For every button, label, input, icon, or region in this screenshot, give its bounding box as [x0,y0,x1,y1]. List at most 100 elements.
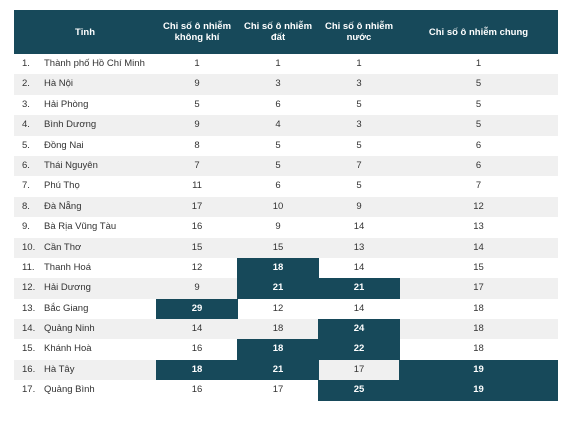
cell-water-index: 21 [318,278,400,299]
row-number: 4. [22,119,30,131]
row-number: 2. [22,78,30,90]
cell-air-index: 17 [191,200,203,212]
cell-water-index: 9 [356,200,362,212]
row-number: 13. [22,302,36,314]
row-number: 11. [22,261,35,273]
cell-water-index: 17 [353,363,365,375]
row-number: 10. [22,241,36,253]
table-header: Tỉnh Chỉ số ô nhiễm không khí Chỉ số ô n… [14,10,558,54]
cell-air-index: 16 [191,384,203,396]
cell-land-index: 10 [272,200,284,212]
cell-overall-index: 15 [473,261,484,273]
table-row: 7. Phú Thọ 11 6 5 7 [14,176,558,196]
header-land-index: Chỉ số ô nhiễm đất [243,21,313,43]
table-row: 12. Hải Dương 9 21 21 17 [14,278,558,299]
province-name: Quảng Ninh [44,323,95,335]
cell-land-index: 6 [275,180,281,192]
cell-land-index: 12 [272,302,284,314]
cell-overall-index: 19 [399,380,558,401]
header-province: Tỉnh [74,26,96,38]
cell-air-index: 15 [191,241,203,253]
cell-air-index: 9 [194,119,200,131]
cell-overall-index: 17 [473,282,484,294]
cell-land-index: 17 [272,384,284,396]
pollution-index-table: Tỉnh Chỉ số ô nhiễm không khí Chỉ số ô n… [14,10,558,401]
cell-overall-index: 5 [475,78,482,90]
row-number: 9. [22,221,30,233]
cell-land-index: 18 [272,323,284,335]
row-number: 5. [22,139,30,151]
row-number: 12. [22,282,36,294]
table-body: 1. Thành phố Hồ Chí Minh 1 1 1 1 2. Hà Nội 9 3 3 5 3… [14,54,558,401]
table-row: 10. Cần Thơ 15 15 13 14 [14,237,558,258]
province-name: Hà Nội [44,78,74,90]
province-name: Hải Dương [44,282,91,294]
province-name: Thành phố Hồ Chí Minh [44,58,145,69]
cell-land-index: 6 [275,98,281,110]
row-number: 17. [22,384,36,396]
table-row: 3. Hải Phòng 5 6 5 5 [14,95,558,115]
cell-air-index: 9 [194,282,200,294]
table-row: 9. Bà Rịa Vũng Tàu 16 9 14 13 [14,217,558,237]
province-name: Quảng Bình [44,384,95,396]
cell-air-index: 16 [191,221,203,233]
table-row: 5. Đồng Nai 8 5 5 6 [14,136,558,156]
province-name: Phú Thọ [44,180,80,192]
cell-land-index: 18 [237,339,319,360]
province-name: Hải Phòng [44,98,89,110]
cell-air-index: 16 [191,343,203,355]
cell-water-index: 13 [353,241,365,253]
row-number: 15. [22,343,36,355]
cell-water-index: 5 [356,180,362,192]
table-row: 16. Hà Tây 18 21 17 19 [14,359,558,381]
table-row: 1. Thành phố Hồ Chí Minh 1 1 1 1 [14,54,558,74]
cell-water-index: 22 [318,339,400,360]
header-air-index: Chỉ số ô nhiễm không khí [162,21,232,43]
cell-air-index: 29 [156,298,238,320]
cell-land-index: 5 [275,139,281,151]
row-number: 7. [22,180,30,192]
province-name: Bắc Giang [44,302,89,314]
cell-water-index: 25 [318,380,400,401]
cell-overall-index: 6 [475,159,482,171]
table-row: 13. Bắc Giang 29 12 14 18 [14,298,558,320]
row-number: 14. [22,323,36,335]
header-overall-index: Chỉ số ô nhiễm chung [428,26,529,38]
table-row: 15. Khánh Hoà 16 18 22 18 [14,339,558,360]
cell-water-index: 3 [356,119,362,131]
cell-water-index: 14 [353,261,365,273]
cell-air-index: 11 [192,180,202,192]
cell-water-index: 24 [318,319,400,340]
province-name: Đồng Nai [44,139,84,151]
cell-overall-index: 7 [475,180,482,192]
cell-air-index: 18 [156,359,238,381]
table-row: 2. Hà Nội 9 3 3 5 [14,74,558,95]
header-water-index: Chỉ số ô nhiễm nước [324,21,394,43]
cell-air-index: 12 [191,261,203,273]
province-name: Bà Rịa Vũng Tàu [44,221,117,233]
table-row: 17. Quảng Bình 16 17 25 19 [14,380,558,401]
cell-air-index: 14 [191,323,203,335]
cell-land-index: 5 [275,159,281,171]
cell-air-index: 9 [194,78,200,90]
cell-water-index: 14 [353,221,365,233]
cell-land-index: 4 [275,119,281,131]
province-name: Thái Nguyên [44,159,98,171]
cell-water-index: 1 [356,58,362,69]
table-row: 14. Quảng Ninh 14 18 24 18 [14,319,558,340]
cell-air-index: 5 [194,98,200,110]
cell-land-index: 18 [237,257,319,279]
cell-land-index: 21 [237,359,319,381]
province-name: Hà Tây [44,363,75,375]
row-number: 16. [22,363,36,375]
row-number: 3. [22,98,30,110]
table-row: 11. Thanh Hoá 12 18 14 15 [14,257,558,279]
cell-overall-index: 5 [475,98,482,110]
cell-water-index: 14 [353,302,365,314]
row-number: 6. [22,159,30,171]
cell-overall-index: 14 [473,241,484,253]
province-name: Bình Dương [44,119,97,131]
cell-land-index: 1 [275,58,281,69]
cell-overall-index: 12 [473,200,484,212]
cell-overall-index: 1 [475,58,482,69]
